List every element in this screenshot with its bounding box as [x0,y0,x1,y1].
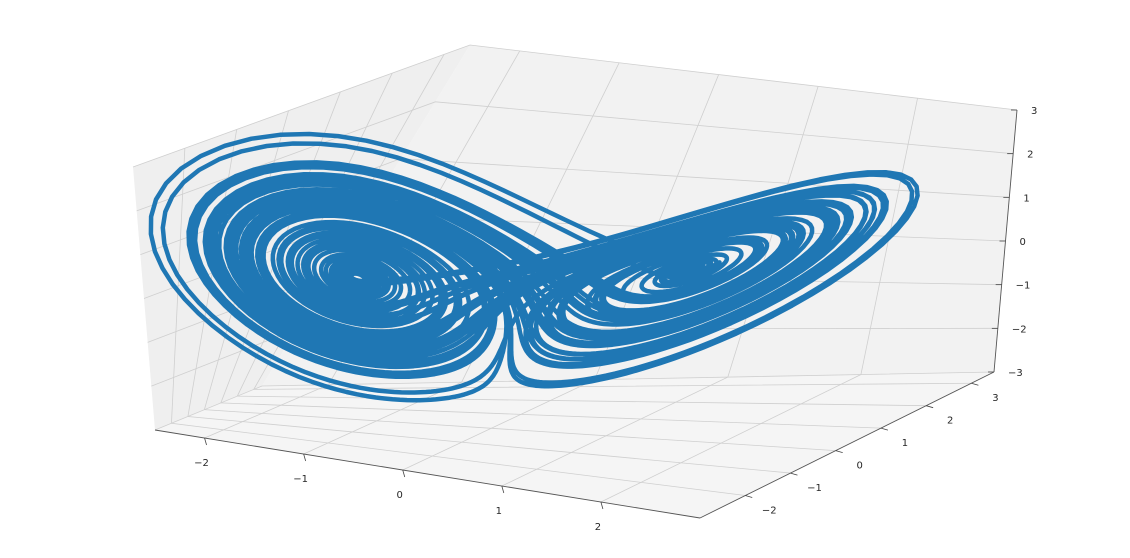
x-tick-mark [402,469,406,478]
z-tick-label: −3 [1008,368,1023,379]
x-tick-label: −2 [194,458,209,469]
z-tick-label: 1 [1023,193,1029,204]
tick-marks [204,109,1017,510]
y-tick-mark [971,382,979,386]
y-tick-mark [745,495,753,498]
x-tick-mark [501,485,505,494]
x-tick-mark [204,437,207,446]
left-pane [133,45,470,430]
x-tick-label: −1 [293,474,308,485]
series-line-group [148,131,920,403]
z-gridline [132,44,1018,168]
tick-labels: −2 −1 0 1 2 −2 −1 0 1 2 3 −3 −2 −1 0 1 2 3 [194,106,1037,533]
x-axis-line [154,429,701,519]
x-tick-label: 1 [496,506,502,517]
series-line [148,131,920,403]
y-tick-mark [880,427,889,431]
y-tick-mark [790,472,798,476]
y-tick-mark [835,450,843,453]
z-tick-label: −1 [1016,281,1031,292]
z-tick-label: 3 [1031,106,1037,117]
x-tick-mark [600,501,604,510]
z-tick-label: 2 [1027,150,1033,161]
y-tick-mark [926,405,934,409]
y-axis-line [699,371,995,519]
z-gridline [154,371,995,431]
x-tick-label: 0 [397,490,403,501]
y-tick-label: 3 [992,393,998,404]
y-tick-label: −1 [807,483,822,494]
x-tick-label: 2 [595,522,601,533]
y-tick-label: 2 [947,416,953,427]
x-tick-mark [303,453,307,462]
y-tick-label: 1 [902,438,908,449]
floor-pane [155,372,994,518]
z-tick-label: 0 [1020,237,1026,248]
z-tick-label: −2 [1012,324,1027,335]
y-tick-label: −2 [762,506,777,517]
y-tick-label: 0 [857,461,863,472]
